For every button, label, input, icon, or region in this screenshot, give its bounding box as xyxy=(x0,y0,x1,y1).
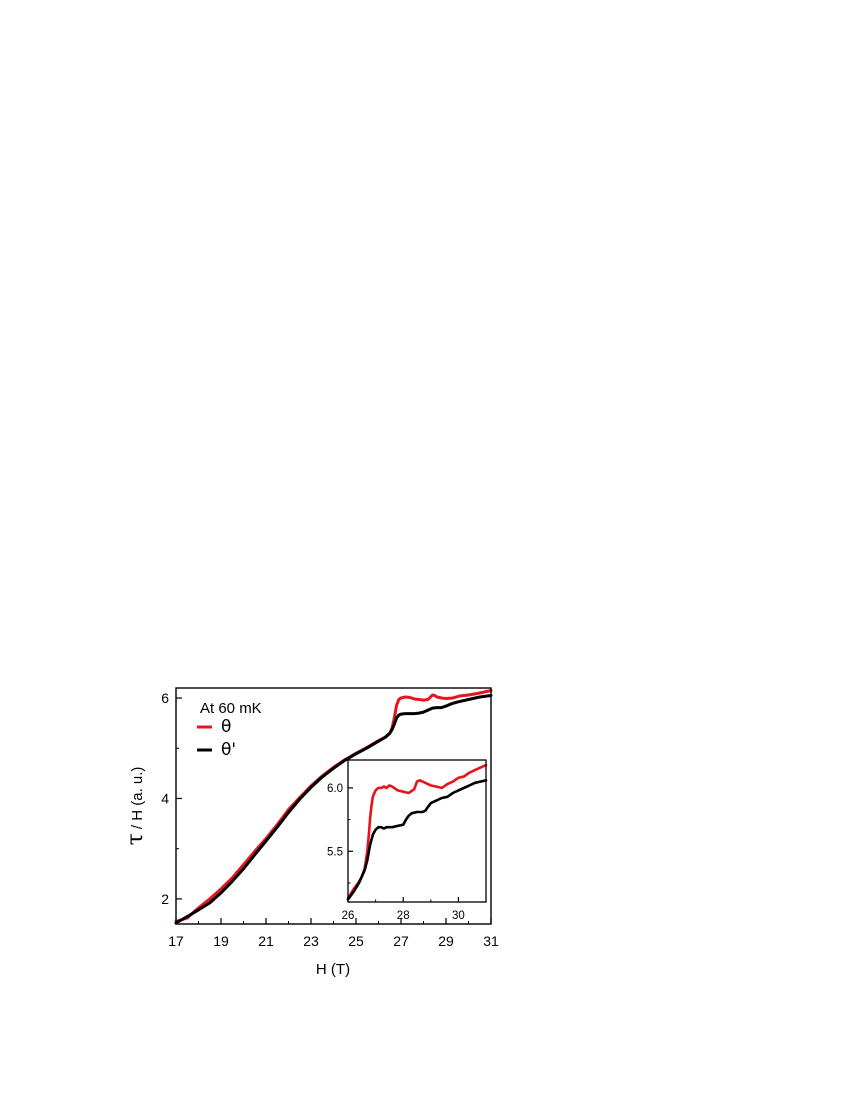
main-series-line-1 xyxy=(174,694,493,925)
y-axis-title-symbol: τ xyxy=(123,833,148,845)
main-x-tick-label: 23 xyxy=(303,933,319,949)
inset-series-line-1 xyxy=(346,778,488,901)
inset-x-tick-label: 28 xyxy=(397,910,410,922)
legend-label-theta-prime: θ' xyxy=(221,740,236,760)
inset-x-tick-label: 26 xyxy=(342,910,355,922)
main-axes: 17 19 21 23 25 27 29 31 2 4 6 xyxy=(161,690,499,949)
main-y-tick-label: 6 xyxy=(161,690,169,706)
inset-y-tick-label: 6.0 xyxy=(327,783,343,795)
main-y-tick-label: 2 xyxy=(161,891,169,907)
x-axis-title: H (T) xyxy=(316,961,350,978)
legend: θ θ' xyxy=(197,717,236,760)
y-axis-title-text: / H (a. u.) xyxy=(129,767,146,834)
inset-series-line-0 xyxy=(346,763,488,900)
main-x-tick-label: 17 xyxy=(168,933,184,949)
inset-y-tick-label: 5.5 xyxy=(327,846,343,858)
main-series-lines xyxy=(174,689,493,925)
main-x-tick-label: 21 xyxy=(258,933,274,949)
inset-chart: 26 28 30 5.5 6.0 xyxy=(327,759,488,922)
main-y-tick-label: 4 xyxy=(161,790,169,806)
main-x-tick-label: 29 xyxy=(438,933,454,949)
main-x-tick-label: 31 xyxy=(483,933,499,949)
inset-axes: 26 28 30 5.5 6.0 xyxy=(327,783,487,922)
inset-plot-frame xyxy=(347,759,487,903)
y-axis-title: τ / H (a. u.) xyxy=(123,767,148,846)
main-x-tick-label: 19 xyxy=(213,933,229,949)
inset-series-lines xyxy=(346,763,488,901)
main-x-tick-label: 25 xyxy=(348,933,364,949)
main-x-tick-label: 27 xyxy=(393,933,409,949)
temperature-annotation: At 60 mK xyxy=(200,700,262,717)
legend-label-theta: θ xyxy=(221,717,231,737)
inset-x-tick-label: 30 xyxy=(452,910,465,922)
